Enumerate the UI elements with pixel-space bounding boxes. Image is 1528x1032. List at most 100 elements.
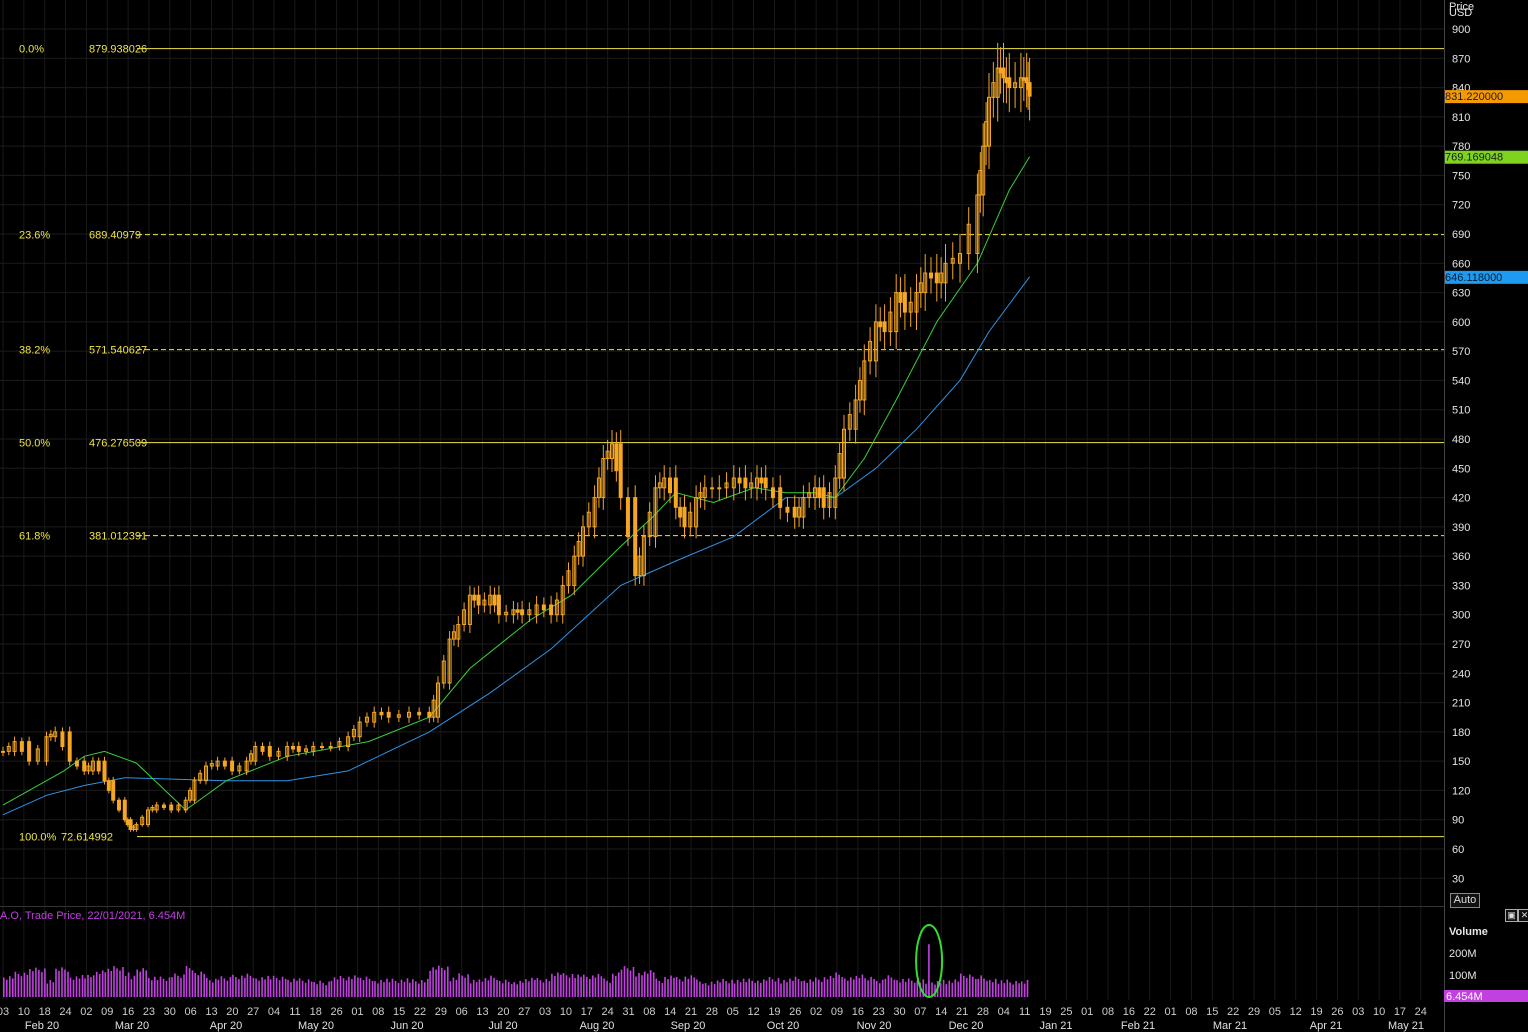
volume-bar: [615, 975, 617, 997]
candle-body: [827, 492, 832, 508]
date-tick-label: 26: [1331, 1006, 1343, 1018]
date-tick-label: 28: [977, 1006, 989, 1018]
volume-bar: [397, 983, 400, 997]
volume-bar: [504, 979, 507, 997]
volume-bar: [90, 977, 92, 997]
candle-body: [436, 682, 440, 718]
volume-bar: [571, 974, 574, 997]
candle-body: [821, 487, 826, 508]
price-tick-label: 720: [1452, 200, 1470, 212]
volume-bar: [32, 971, 34, 997]
candle-body: [975, 194, 980, 255]
volume-bar: [478, 979, 481, 997]
volume-bar: [580, 976, 582, 997]
volume-highlight-circle: [915, 924, 944, 998]
candle-body: [82, 760, 87, 772]
date-tick-label: 24: [602, 1006, 614, 1018]
volume-bar: [29, 968, 31, 997]
candle-body: [244, 760, 249, 772]
volume-bar: [351, 978, 353, 997]
candle-body: [759, 477, 764, 484]
volume-bar: [844, 978, 846, 997]
volume-bar: [864, 978, 866, 997]
volume-bar: [44, 968, 46, 997]
volume-bar: [212, 982, 214, 997]
month-tick-label: Jun 20: [390, 1020, 423, 1032]
volume-bar: [12, 978, 14, 997]
volume-bar: [388, 982, 391, 997]
volume-bar: [429, 970, 431, 997]
volume-bar: [890, 977, 893, 997]
restore-panel-icon[interactable]: ▣: [1505, 909, 1518, 922]
month-tick-label: May 21: [1388, 1020, 1424, 1032]
volume-bar: [960, 973, 962, 997]
fib-price-label: 72.614992: [61, 832, 113, 844]
volume-bar: [823, 977, 826, 997]
candle-body: [929, 272, 933, 279]
volume-bar: [948, 980, 951, 997]
volume-bar: [328, 981, 330, 997]
candle-body: [958, 253, 962, 264]
candle-body: [918, 282, 923, 294]
candle-body: [204, 765, 208, 782]
close-panel-icon[interactable]: ✕: [1518, 909, 1528, 922]
volume-bar: [354, 975, 356, 997]
date-tick-label: 16: [852, 1006, 864, 1018]
volume-bar: [1000, 980, 1003, 997]
volume-bar: [577, 974, 579, 997]
volume-bar: [95, 971, 98, 997]
volume-bar: [1020, 981, 1023, 997]
date-tick-label: 01: [351, 1006, 363, 1018]
date-tick-label: 10: [560, 1006, 572, 1018]
date-tick-label: 05: [1269, 1006, 1281, 1018]
volume-bar: [609, 982, 611, 997]
date-tick-label: 05: [727, 1006, 739, 1018]
auto-scale-button[interactable]: Auto: [1450, 893, 1480, 908]
volume-bar: [586, 976, 588, 997]
volume-bar: [832, 978, 835, 997]
volume-bar: [452, 977, 455, 997]
volume-bar: [177, 975, 179, 997]
volume-bar: [151, 980, 153, 997]
date-tick-label: 22: [1227, 1006, 1239, 1018]
candle-body: [230, 760, 235, 772]
candle-body: [192, 780, 197, 801]
candle-body: [35, 748, 40, 762]
volume-bar: [664, 976, 666, 997]
candle-body: [549, 604, 554, 616]
volume-bar: [513, 982, 515, 997]
volume-bar: [800, 981, 803, 997]
volume-bar: [101, 970, 104, 997]
volume-bar: [110, 970, 113, 997]
volume-bar: [185, 965, 188, 997]
volume-bar: [643, 971, 646, 997]
date-tick-label: 21: [956, 1006, 968, 1018]
volume-bar: [142, 968, 144, 997]
price-tick-label: 420: [1452, 493, 1470, 505]
volume-bar: [568, 977, 571, 997]
chart-grid: [0, 0, 1444, 1000]
candle-body: [934, 272, 939, 284]
candle-body: [215, 760, 220, 767]
volume-bar: [771, 979, 774, 997]
volume-bar-peak: [928, 944, 930, 997]
candle-body: [74, 760, 79, 767]
volume-bar: [333, 977, 336, 997]
volume-bar: [49, 979, 52, 997]
sma-slow-line: [2, 276, 1031, 816]
date-tick-label: 13: [476, 1006, 488, 1018]
date-tick-label: 25: [1060, 1006, 1072, 1018]
date-tick-label: 09: [831, 1006, 843, 1018]
volume-bar: [194, 972, 196, 997]
volume-bar: [1023, 983, 1026, 997]
date-tick-label: 08: [1185, 1006, 1197, 1018]
date-tick-label: 14: [935, 1006, 947, 1018]
volume-bar: [710, 981, 713, 997]
candle-body: [662, 477, 667, 489]
volume-bar: [415, 981, 417, 997]
candle-body: [939, 272, 944, 284]
candle-body: [407, 711, 411, 718]
volume-bar: [887, 975, 890, 997]
volume-bar: [365, 976, 368, 997]
